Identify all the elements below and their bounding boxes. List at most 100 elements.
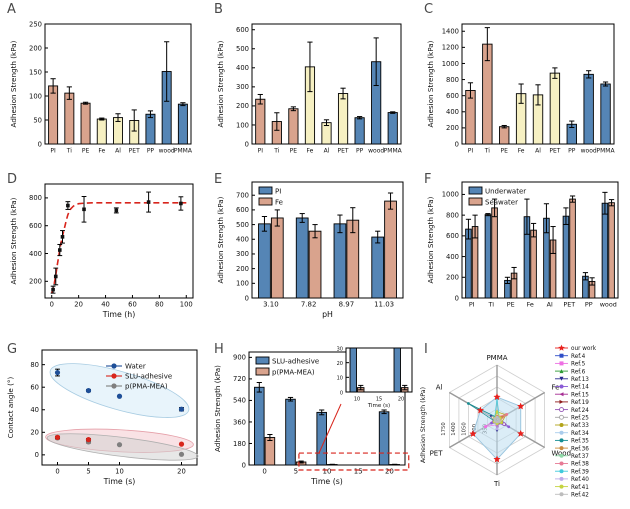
svg-text:PE: PE <box>507 301 515 309</box>
svg-text:Water: Water <box>125 363 146 371</box>
panel-letter-C: C <box>424 2 433 17</box>
svg-text:SLU-adhesive: SLU-adhesive <box>272 357 319 365</box>
svg-text:Underwater: Underwater <box>485 187 526 195</box>
svg-text:200: 200 <box>29 44 42 52</box>
svg-text:PI: PI <box>50 148 56 155</box>
svg-text:Ref.36: Ref.36 <box>571 446 589 452</box>
svg-text:720: 720 <box>233 375 246 383</box>
svg-text:20: 20 <box>385 468 394 476</box>
svg-text:Al: Al <box>115 148 121 155</box>
svg-text:250: 250 <box>29 20 42 28</box>
svg-text:PP: PP <box>585 301 593 309</box>
svg-text:100: 100 <box>236 121 249 129</box>
svg-text:40: 40 <box>101 301 110 309</box>
svg-text:Ref.35: Ref.35 <box>571 439 589 445</box>
svg-text:PET: PET <box>129 148 140 155</box>
svg-text:20: 20 <box>30 429 39 437</box>
svg-text:Fe: Fe <box>98 148 105 155</box>
svg-text:SLU-adhesive: SLU-adhesive <box>125 373 172 381</box>
svg-text:Ref.41: Ref.41 <box>571 485 589 491</box>
svg-text:5: 5 <box>86 468 90 476</box>
svg-text:PMMA: PMMA <box>597 148 616 155</box>
svg-text:800: 800 <box>446 211 459 219</box>
svg-text:0: 0 <box>455 294 459 302</box>
svg-text:Ref.15: Ref.15 <box>571 392 589 398</box>
svg-text:400: 400 <box>446 108 459 116</box>
svg-text:Seawater: Seawater <box>485 198 518 206</box>
svg-text:Ref.19: Ref.19 <box>571 400 589 406</box>
svg-text:900: 900 <box>233 354 246 362</box>
svg-text:540: 540 <box>233 397 246 405</box>
svg-text:800: 800 <box>446 76 459 84</box>
svg-text:PET: PET <box>549 148 560 155</box>
svg-text:Ti: Ti <box>493 480 500 488</box>
svg-text:1400: 1400 <box>442 28 459 36</box>
svg-text:200: 200 <box>236 102 249 110</box>
svg-text:Al: Al <box>547 301 553 309</box>
svg-text:Ref.40: Ref.40 <box>571 477 589 483</box>
svg-text:0: 0 <box>455 140 459 148</box>
panel-letter-B: B <box>214 2 223 17</box>
svg-text:Ref.14: Ref.14 <box>571 385 589 391</box>
svg-text:Adhesion Strength (kPa): Adhesion Strength (kPa) <box>216 196 225 283</box>
panel-letter-F: F <box>424 172 431 187</box>
svg-text:1200: 1200 <box>442 44 459 52</box>
svg-text:10: 10 <box>115 468 124 476</box>
svg-text:wood: wood <box>159 148 175 155</box>
svg-text:0: 0 <box>262 468 266 476</box>
svg-text:our work: our work <box>571 346 597 352</box>
svg-text:1750: 1750 <box>441 422 447 436</box>
svg-text:50: 50 <box>33 116 42 124</box>
svg-text:300: 300 <box>236 83 249 91</box>
svg-text:wood: wood <box>600 301 617 309</box>
svg-text:Adhesion Strength (kPa): Adhesion Strength (kPa) <box>9 197 18 284</box>
svg-text:Ti: Ti <box>66 148 72 155</box>
svg-text:60: 60 <box>30 384 39 392</box>
svg-text:1050: 1050 <box>462 422 468 436</box>
svg-text:20: 20 <box>398 397 404 403</box>
svg-text:p(PMA-MEA): p(PMA-MEA) <box>272 368 315 376</box>
svg-text:PE: PE <box>82 148 90 155</box>
svg-text:Ref.25: Ref.25 <box>571 416 589 422</box>
panel-letter-D: D <box>7 172 17 187</box>
svg-text:7.82: 7.82 <box>301 301 317 309</box>
svg-text:1000: 1000 <box>442 191 459 199</box>
svg-text:20: 20 <box>177 468 186 476</box>
svg-text:Al: Al <box>324 148 330 155</box>
svg-text:Ref.5: Ref.5 <box>571 362 586 368</box>
panel-letter-G: G <box>7 342 17 357</box>
svg-text:10: 10 <box>354 397 360 403</box>
svg-text:360: 360 <box>233 418 246 426</box>
svg-text:Ref.39: Ref.39 <box>571 469 589 475</box>
svg-text:100: 100 <box>180 301 193 309</box>
svg-text:PMMA: PMMA <box>174 148 193 155</box>
svg-text:200: 200 <box>236 265 249 273</box>
svg-text:20: 20 <box>74 301 83 309</box>
svg-text:Ref.37: Ref.37 <box>571 454 589 460</box>
svg-text:0: 0 <box>55 468 59 476</box>
svg-text:15: 15 <box>376 397 382 403</box>
svg-text:0: 0 <box>340 390 343 396</box>
svg-text:0: 0 <box>38 140 42 148</box>
svg-text:Fe: Fe <box>527 301 534 309</box>
svg-text:40: 40 <box>30 406 39 414</box>
svg-text:200: 200 <box>446 124 459 132</box>
svg-text:PMMA: PMMA <box>486 354 507 362</box>
svg-text:0: 0 <box>242 461 246 469</box>
svg-text:11.03: 11.03 <box>374 301 394 309</box>
svg-text:wood: wood <box>581 148 597 155</box>
svg-text:200: 200 <box>446 274 459 282</box>
svg-text:Al: Al <box>535 148 541 155</box>
svg-text:Ref.24: Ref.24 <box>571 408 589 414</box>
svg-text:Ref.38: Ref.38 <box>571 462 589 468</box>
svg-text:0: 0 <box>245 140 249 148</box>
svg-text:100: 100 <box>29 92 42 100</box>
svg-text:Adhesion Strength (kPa): Adhesion Strength (kPa) <box>213 365 222 452</box>
svg-text:400: 400 <box>29 250 42 258</box>
